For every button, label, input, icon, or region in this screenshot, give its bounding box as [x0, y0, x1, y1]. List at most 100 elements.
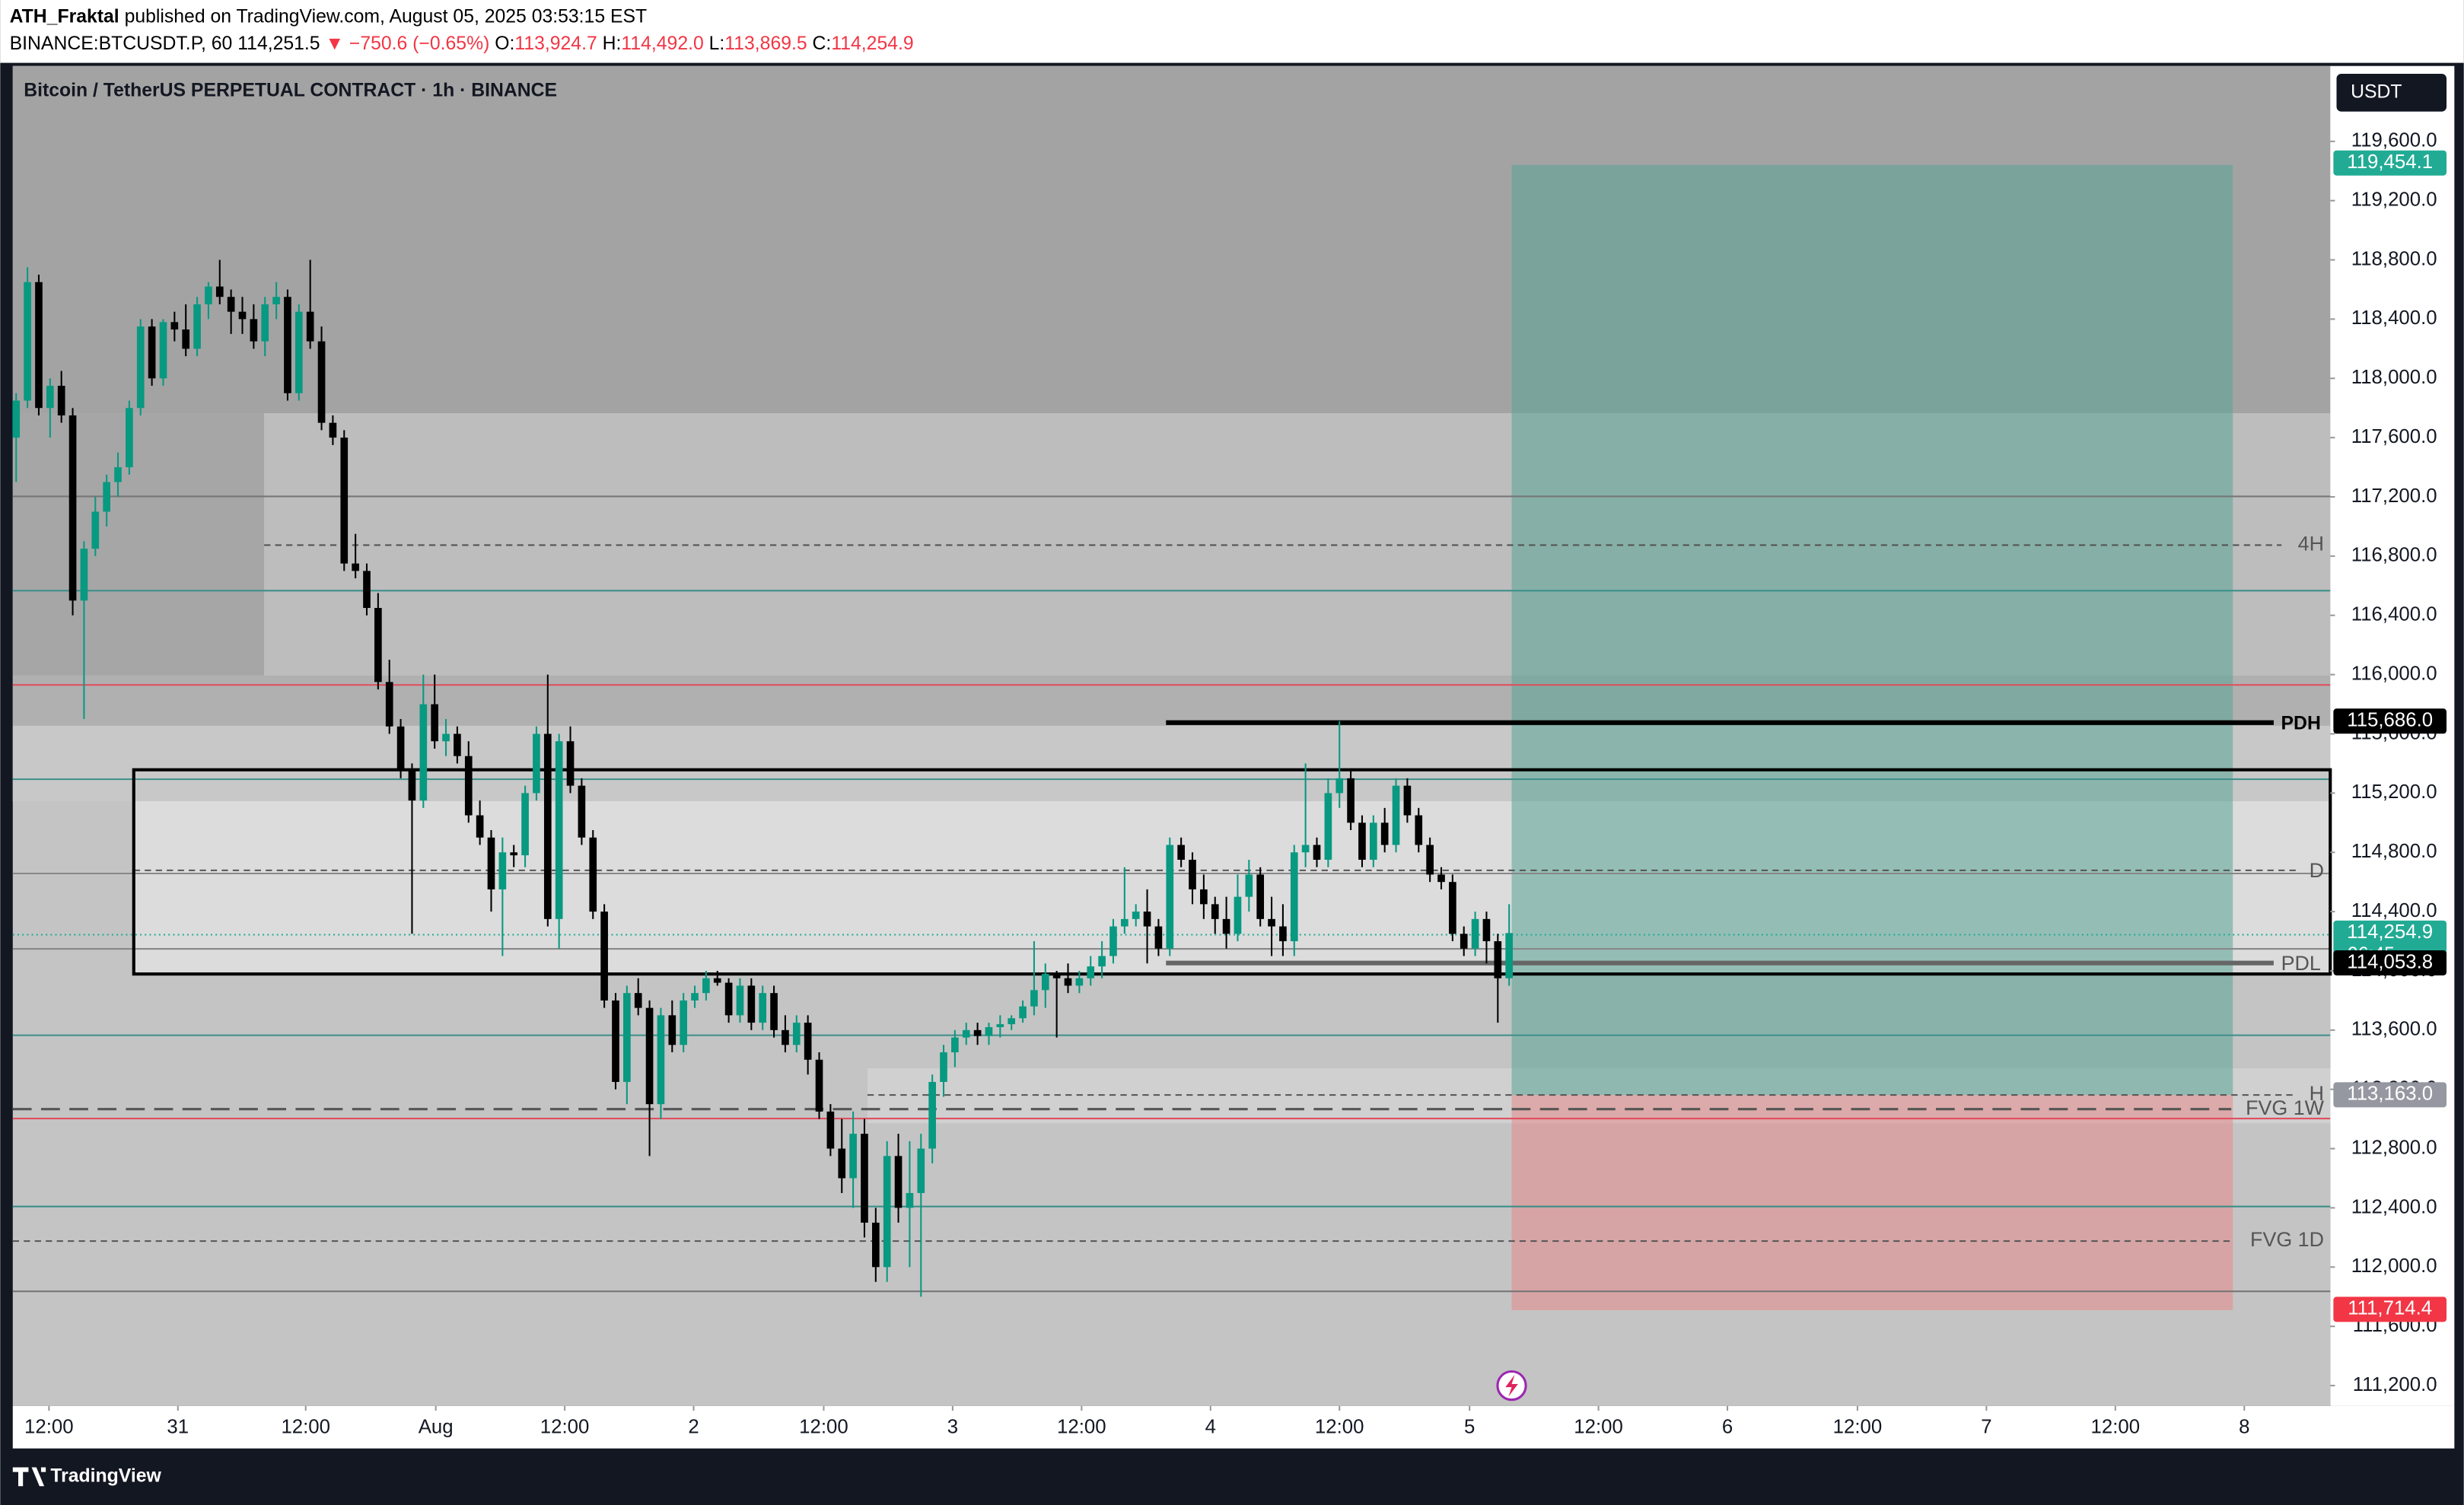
l-key: L:	[709, 33, 725, 53]
candle-body	[1222, 918, 1230, 934]
candle-body	[1109, 926, 1117, 956]
candle-body	[57, 386, 65, 415]
candle-body	[136, 326, 145, 409]
candle-body	[261, 304, 269, 342]
candle-body	[1143, 912, 1151, 927]
candle-body	[1064, 978, 1072, 986]
level-label: FVG 1W	[2246, 1096, 2325, 1119]
candle-body	[1426, 845, 1434, 875]
y-tick-label: 118,800.0	[2351, 248, 2437, 269]
symbol: BINANCE:BTCUSDT.P, 60	[10, 33, 233, 53]
candle-body	[182, 329, 190, 349]
candle-body	[24, 282, 31, 401]
candle-body	[1052, 973, 1061, 978]
level-label: FVG 1D	[2250, 1228, 2324, 1251]
candle-body	[1154, 926, 1163, 949]
l-value: 113,869.5	[724, 33, 807, 53]
price-label: 119,454.1	[2347, 151, 2433, 173]
candle-body	[510, 852, 518, 856]
candle-body	[374, 608, 382, 682]
candle-body	[1268, 918, 1275, 927]
candle-body	[250, 319, 258, 342]
y-tick-label: 119,200.0	[2351, 189, 2437, 210]
candle-body	[533, 733, 540, 794]
candle-body	[385, 682, 393, 727]
level-label: 4H	[2298, 533, 2324, 555]
candle-body	[680, 1000, 687, 1045]
candle-body	[861, 1134, 868, 1223]
price-label-box	[2333, 1082, 2447, 1108]
candle-body	[1335, 778, 1344, 794]
candle-body	[227, 297, 235, 312]
candle-body	[431, 704, 439, 742]
candle-body	[838, 1148, 846, 1179]
price-label: 111,714.4	[2348, 1298, 2432, 1319]
candle-body	[1087, 966, 1095, 978]
x-tick-label: 12:00	[1315, 1417, 1364, 1438]
candle-body	[691, 993, 699, 1001]
currency[interactable]: USDT	[2351, 81, 2402, 102]
candle-body	[205, 286, 212, 304]
candle-body	[1403, 785, 1412, 816]
x-tick-label: 5	[1464, 1417, 1475, 1438]
x-tick-label: 12:00	[1574, 1417, 1623, 1438]
price-label: 113,163.0	[2347, 1083, 2433, 1105]
candle-body	[996, 1024, 1004, 1027]
x-tick-label: 12:00	[1057, 1417, 1106, 1438]
y-tick-label: 116,000.0	[2351, 663, 2437, 684]
candle-body	[951, 1037, 959, 1053]
currency-button[interactable]	[2336, 74, 2447, 112]
candle-body	[487, 837, 495, 889]
candle-body	[668, 1015, 676, 1045]
candle-body	[284, 297, 291, 393]
candle-body	[12, 400, 21, 438]
candle-body	[1301, 845, 1310, 853]
candle-body	[1392, 785, 1400, 845]
candle-body	[1189, 859, 1196, 889]
candle-body	[612, 1000, 619, 1082]
event-icon-bolt	[1505, 1374, 1518, 1397]
candle-body	[340, 438, 349, 564]
candle-body	[1347, 778, 1355, 823]
y-tick-label: 114,800.0	[2351, 841, 2437, 862]
candle-body	[454, 733, 461, 756]
level-label: H	[2310, 1082, 2324, 1105]
candle-body	[1098, 956, 1106, 967]
candle-body	[1313, 845, 1321, 860]
candle-body	[148, 326, 156, 379]
o-key: O:	[495, 33, 514, 53]
last-price: 114,251.5	[237, 33, 320, 53]
candle-body	[464, 756, 473, 816]
candle-body	[238, 311, 247, 320]
candle-body	[600, 912, 608, 1001]
candle-body	[1211, 904, 1219, 919]
price-label-box	[2333, 950, 2447, 976]
x-tick-label: 4	[1205, 1417, 1216, 1438]
price-labels: 119,454.1115,686.0114,254.906:45114,053.…	[2333, 150, 2447, 1322]
candle-body	[815, 1059, 823, 1112]
candle-body	[713, 978, 721, 983]
candle-body	[91, 511, 100, 549]
candle-body	[317, 341, 326, 423]
x-tick-label: 12:00	[2091, 1417, 2141, 1438]
candle-body	[826, 1111, 835, 1149]
x-tick-label: 12:00	[799, 1417, 848, 1438]
candle-body	[1369, 822, 1377, 860]
price-axis	[2330, 65, 2455, 1406]
candle-body	[782, 1029, 789, 1045]
candle-body	[114, 467, 122, 482]
candle-body	[1415, 815, 1423, 845]
candle-body	[306, 311, 314, 342]
candle-body	[917, 1148, 925, 1193]
x-tick-label: 2	[688, 1417, 699, 1438]
x-tick-label: Aug	[419, 1417, 454, 1438]
symbol-line: BINANCE:BTCUSDT.P, 60 114,251.5 ▼ −750.6…	[10, 33, 914, 53]
candle-body	[1290, 852, 1298, 942]
candle-body	[35, 282, 43, 409]
candle-body	[272, 297, 280, 304]
x-tick-label: 7	[1981, 1417, 1991, 1438]
candle-body	[804, 1023, 812, 1060]
candle-body	[759, 993, 767, 1023]
price-label: 114,254.9	[2347, 921, 2433, 943]
